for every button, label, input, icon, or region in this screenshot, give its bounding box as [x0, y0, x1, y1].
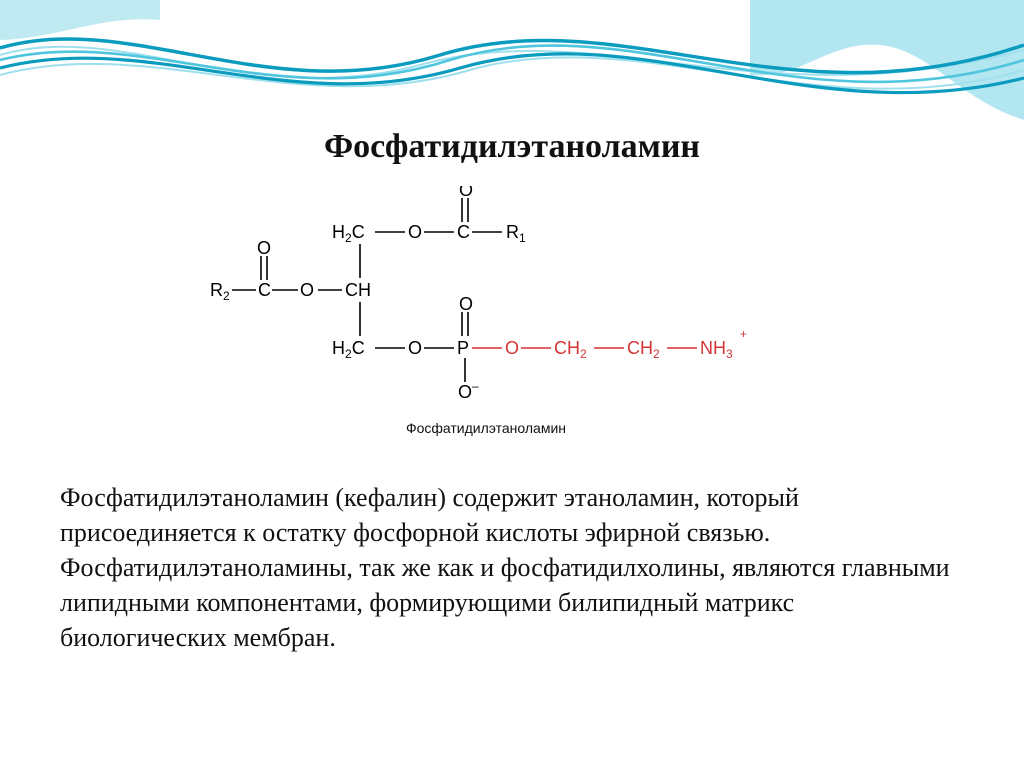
wave-line-mid	[0, 46, 1024, 82]
atom-ch-mid: CH	[345, 280, 371, 300]
page-title: Фосфатидилэтаноламин	[0, 128, 1024, 166]
atom-o-bot1: O	[408, 338, 422, 358]
formula-caption: Фосфатидилэтаноламин	[326, 420, 646, 436]
formula-svg: H2C CH H2C O C O R1 O C O R2	[210, 186, 830, 406]
atom-o-minus: O–	[458, 379, 479, 402]
wave-line-main-2	[0, 54, 1024, 93]
atom-o-red: O	[505, 338, 519, 358]
atom-nh3-plus: +	[740, 327, 747, 341]
atom-p: P	[457, 338, 469, 358]
atom-ch2-top: H2C	[332, 222, 365, 245]
atom-ch2-red1: CH2	[554, 338, 587, 361]
wave-line-light-2	[0, 57, 1024, 88]
atom-o-mid-dbl: O	[257, 238, 271, 258]
wave-line-light-1	[0, 47, 1024, 78]
atom-o-mid1: O	[300, 280, 314, 300]
atom-o-p-dbl: O	[459, 294, 473, 314]
wave-fill-right	[750, 0, 1024, 120]
atom-c-mid: C	[258, 280, 271, 300]
atom-o-top-dbl: O	[459, 186, 473, 200]
atom-c-top: C	[457, 222, 470, 242]
wave-line-main-1	[0, 39, 1024, 73]
atom-o-top1: O	[408, 222, 422, 242]
atom-r1: R1	[506, 222, 526, 245]
chemical-formula: H2C CH H2C O C O R1 O C O R2	[210, 186, 830, 406]
atom-r2: R2	[210, 280, 230, 303]
atom-ch2-red2: CH2	[627, 338, 660, 361]
atom-nh3: NH3	[700, 338, 733, 361]
wave-fill-left	[0, 0, 160, 40]
body-paragraph: Фосфатидилэтаноламин (кефалин) содержит …	[60, 480, 964, 655]
atom-ch2-bot: H2C	[332, 338, 365, 361]
